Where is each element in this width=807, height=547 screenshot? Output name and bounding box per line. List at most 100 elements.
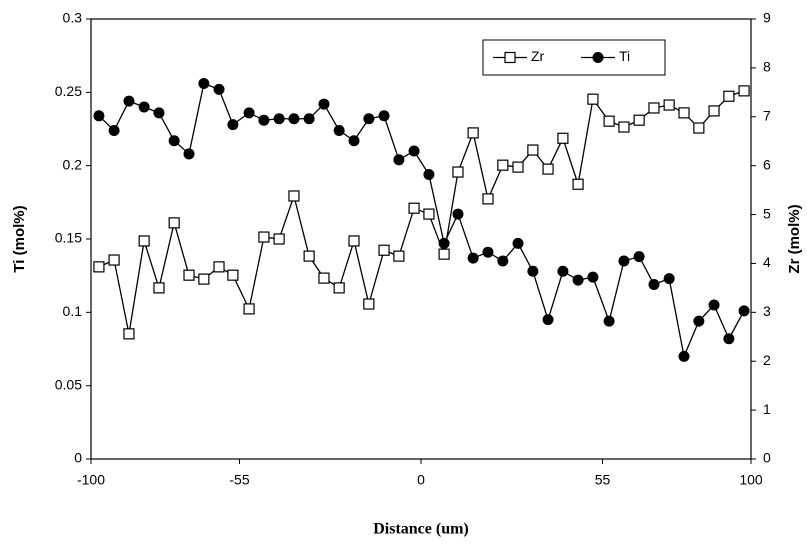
data-point	[153, 107, 165, 119]
data-point	[542, 163, 554, 175]
data-point	[198, 273, 210, 285]
data-point	[108, 254, 120, 266]
y-tick-label: 0.25	[55, 83, 82, 99]
data-point	[393, 250, 405, 262]
data-point	[227, 119, 239, 131]
data-point	[678, 350, 690, 362]
data-point	[303, 113, 315, 125]
y2-tick-label: 4	[763, 254, 771, 270]
data-point	[363, 298, 375, 310]
y2-tick-label: 9	[763, 10, 771, 26]
data-point	[123, 328, 135, 340]
data-point	[663, 273, 675, 285]
y-tick-label: 0.05	[55, 376, 82, 392]
x-axis-title: Distance (um)	[373, 521, 469, 538]
data-point	[288, 113, 300, 125]
data-point	[288, 190, 300, 202]
data-point	[408, 145, 420, 157]
data-point	[557, 265, 569, 277]
x-tick-label: 0	[417, 472, 425, 488]
x-tick-label: 55	[595, 472, 611, 488]
legend-marker	[504, 51, 516, 64]
data-point	[512, 161, 524, 173]
data-point	[708, 105, 720, 117]
data-point	[303, 250, 315, 262]
data-point	[452, 166, 464, 178]
data-point	[318, 272, 330, 284]
y2-tick-label: 2	[763, 352, 771, 368]
data-point	[198, 78, 210, 90]
data-point	[213, 261, 225, 273]
y2-tick-label: 6	[763, 156, 771, 172]
data-point	[243, 107, 255, 119]
y-tick-label: 0	[74, 450, 82, 466]
x-tick-label: -55	[229, 472, 249, 488]
data-point	[183, 148, 195, 160]
series-line	[98, 90, 745, 334]
data-point	[108, 124, 120, 136]
data-point	[423, 208, 435, 220]
data-point	[273, 233, 285, 245]
data-point	[693, 122, 705, 134]
legend-marker	[592, 52, 604, 63]
y2-tick-label: 3	[763, 303, 771, 319]
data-point	[318, 98, 330, 110]
data-point	[618, 121, 630, 133]
data-point	[258, 231, 270, 243]
data-point	[123, 95, 135, 107]
data-point	[258, 114, 270, 126]
data-point	[648, 102, 660, 114]
x-tick-label: -100	[77, 472, 105, 488]
data-point	[467, 127, 479, 139]
data-point	[512, 237, 524, 249]
data-point	[213, 83, 225, 95]
data-point	[497, 159, 509, 171]
data-point	[527, 144, 539, 156]
y-tick-label: 0.2	[63, 156, 83, 172]
data-point	[678, 107, 690, 119]
data-point	[452, 208, 464, 220]
data-point	[542, 314, 554, 326]
x-tick-label: 100	[739, 472, 763, 488]
data-point	[423, 168, 435, 180]
legend-label: Ti	[619, 48, 630, 64]
legend-label: Zr	[531, 48, 545, 64]
data-point	[393, 154, 405, 166]
data-point	[633, 114, 645, 126]
data-point	[527, 265, 539, 277]
data-point	[438, 237, 450, 249]
data-point	[633, 251, 645, 263]
data-point	[693, 315, 705, 327]
data-point	[243, 303, 255, 315]
data-point	[153, 282, 165, 294]
data-point	[723, 333, 735, 345]
data-point	[482, 246, 494, 258]
data-point	[168, 135, 180, 147]
data-point	[648, 278, 660, 290]
data-point	[273, 113, 285, 125]
data-point	[408, 202, 420, 214]
data-point	[708, 299, 720, 311]
data-point	[378, 244, 390, 256]
data-point	[618, 255, 630, 267]
data-point	[603, 315, 615, 327]
data-point	[587, 271, 599, 283]
data-point	[363, 113, 375, 125]
data-point	[572, 178, 584, 190]
data-point	[587, 93, 599, 105]
data-point	[348, 135, 360, 147]
data-point	[738, 85, 750, 97]
data-point	[333, 124, 345, 136]
y2-tick-label: 7	[763, 107, 771, 123]
y2-tick-label: 1	[763, 401, 771, 417]
plot-frame	[90, 18, 752, 460]
y-tick-label: 0.3	[63, 10, 83, 26]
data-point	[93, 110, 105, 122]
data-point	[333, 282, 345, 294]
data-point	[227, 269, 239, 281]
data-point	[723, 90, 735, 102]
y2-tick-label: 0	[763, 450, 771, 466]
data-point	[168, 217, 180, 229]
data-point	[557, 132, 569, 144]
